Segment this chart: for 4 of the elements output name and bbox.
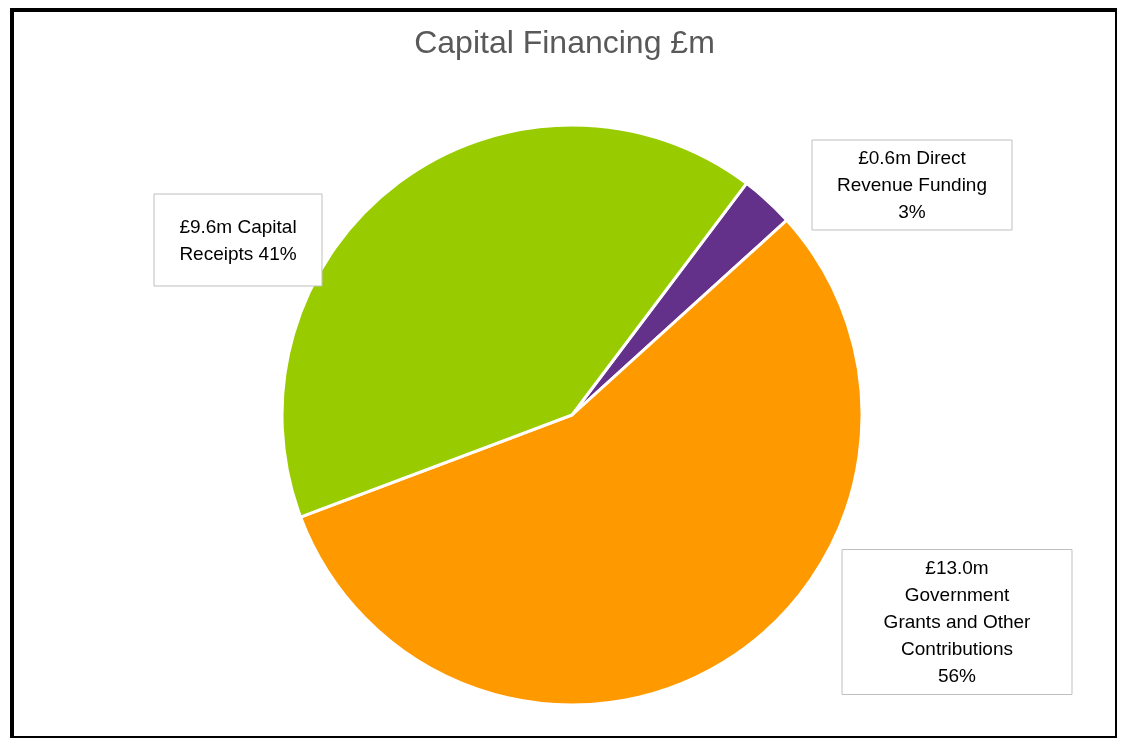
slice-label: £0.6m Direct Revenue Funding 3%	[837, 147, 987, 222]
chart-title: Capital Financing £m	[414, 24, 715, 60]
slice-label: £9.6m Capital Receipts 41%	[179, 215, 297, 264]
slice-label: £13.0m Government Grants and Other Contributions 56%	[883, 557, 1032, 686]
